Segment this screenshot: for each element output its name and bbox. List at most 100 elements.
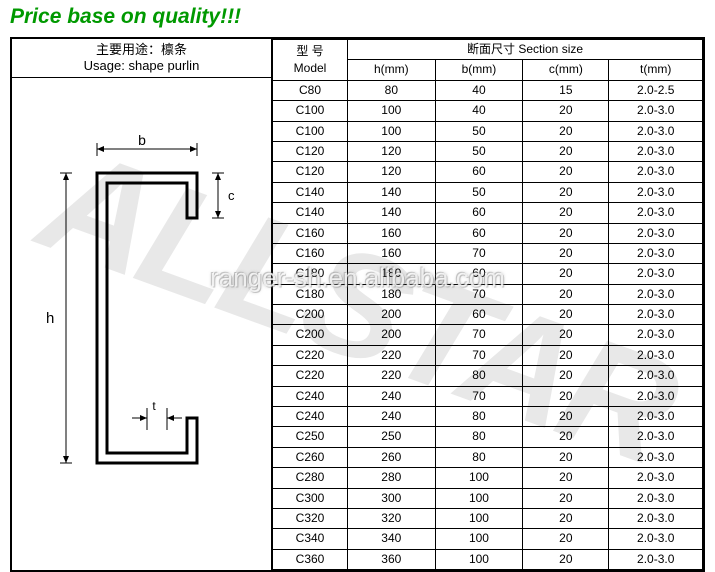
table-cell: 80: [435, 366, 523, 386]
table-cell: 80: [435, 447, 523, 467]
table-row: C22022080202.0-3.0: [273, 366, 703, 386]
table-cell: 2.0-3.0: [609, 325, 703, 345]
dim-b-label: b: [138, 132, 146, 148]
table-cell: C100: [273, 121, 348, 141]
usage-cn: 主要用途：檩条: [12, 42, 271, 58]
table-cell: 60: [435, 264, 523, 284]
table-cell: 20: [523, 182, 609, 202]
table-cell: 2.0-3.0: [609, 121, 703, 141]
purlin-diagram: b c h: [12, 78, 271, 570]
table-cell: 2.0-3.0: [609, 264, 703, 284]
table-row: C24024080202.0-3.0: [273, 407, 703, 427]
table-cell: C280: [273, 468, 348, 488]
table-cell: 140: [348, 182, 436, 202]
table-cell: 2.0-3.0: [609, 162, 703, 182]
table-cell: C200: [273, 325, 348, 345]
table-cell: C160: [273, 223, 348, 243]
table-cell: C140: [273, 203, 348, 223]
table-cell: 60: [435, 305, 523, 325]
table-cell: 2.0-2.5: [609, 80, 703, 100]
table-cell: 360: [348, 549, 436, 569]
table-cell: 40: [435, 80, 523, 100]
table-cell: C180: [273, 284, 348, 304]
table-cell: 80: [435, 427, 523, 447]
table-cell: C240: [273, 386, 348, 406]
table-cell: 20: [523, 407, 609, 427]
table-cell: 100: [435, 549, 523, 569]
table-row: C12012060202.0-3.0: [273, 162, 703, 182]
table-cell: 2.0-3.0: [609, 427, 703, 447]
table-cell: 20: [523, 325, 609, 345]
table-cell: C360: [273, 549, 348, 569]
table-cell: C220: [273, 345, 348, 365]
table-cell: 70: [435, 345, 523, 365]
table-cell: 20: [523, 162, 609, 182]
table-cell: 20: [523, 101, 609, 121]
table-cell: 20: [523, 508, 609, 528]
table-cell: 20: [523, 264, 609, 284]
table-cell: 120: [348, 141, 436, 161]
table-cell: C220: [273, 366, 348, 386]
table-cell: 2.0-3.0: [609, 508, 703, 528]
table-cell: 2.0-3.0: [609, 468, 703, 488]
th-c: c(mm): [523, 60, 609, 80]
table-cell: 2.0-3.0: [609, 141, 703, 161]
table-cell: 20: [523, 468, 609, 488]
table-cell: 70: [435, 386, 523, 406]
table-cell: 2.0-3.0: [609, 223, 703, 243]
table-row: C10010050202.0-3.0: [273, 121, 703, 141]
usage-header: 主要用途：檩条 Usage: shape purlin: [12, 39, 271, 78]
table-cell: 240: [348, 386, 436, 406]
th-model: 型 号 Model: [273, 40, 348, 81]
table-cell: 2.0-3.0: [609, 243, 703, 263]
table-cell: 20: [523, 223, 609, 243]
table-cell: 50: [435, 182, 523, 202]
table-cell: 300: [348, 488, 436, 508]
table-row: C14014060202.0-3.0: [273, 203, 703, 223]
table-cell: 320: [348, 508, 436, 528]
table-cell: C260: [273, 447, 348, 467]
table-row: C10010040202.0-3.0: [273, 101, 703, 121]
spec-container: ALLSTAR ranger-sh.en.alibaba.com 主要用途：檩条…: [10, 37, 705, 572]
table-row: C26026080202.0-3.0: [273, 447, 703, 467]
table-cell: 2.0-3.0: [609, 345, 703, 365]
table-cell: 20: [523, 121, 609, 141]
table-row: C12012050202.0-3.0: [273, 141, 703, 161]
table-cell: 20: [523, 345, 609, 365]
table-cell: 240: [348, 407, 436, 427]
table-row: C24024070202.0-3.0: [273, 386, 703, 406]
table-cell: 200: [348, 325, 436, 345]
table-row: C360360100202.0-3.0: [273, 549, 703, 569]
table-cell: C120: [273, 162, 348, 182]
table-cell: 20: [523, 243, 609, 263]
table-cell: 2.0-3.0: [609, 529, 703, 549]
table-cell: C120: [273, 141, 348, 161]
table-row: C808040152.0-2.5: [273, 80, 703, 100]
dim-c-label: c: [228, 188, 235, 203]
table-cell: 180: [348, 284, 436, 304]
table-cell: 50: [435, 121, 523, 141]
table-row: C320320100202.0-3.0: [273, 508, 703, 528]
table-cell: 20: [523, 488, 609, 508]
table-cell: 2.0-3.0: [609, 305, 703, 325]
table-cell: 70: [435, 243, 523, 263]
table-cell: 2.0-3.0: [609, 182, 703, 202]
table-body: C808040152.0-2.5C10010040202.0-3.0C10010…: [273, 80, 703, 569]
table-cell: C320: [273, 508, 348, 528]
table-row: C18018070202.0-3.0: [273, 284, 703, 304]
table-cell: 20: [523, 549, 609, 569]
table-cell: C240: [273, 407, 348, 427]
table-cell: C100: [273, 101, 348, 121]
table-cell: 120: [348, 162, 436, 182]
table-cell: C80: [273, 80, 348, 100]
table-cell: 80: [435, 407, 523, 427]
spec-table-wrap: 型 号 Model 断面尺寸 Section size h(mm) b(mm) …: [272, 39, 703, 570]
dim-t-label: t: [152, 399, 156, 413]
table-cell: 20: [523, 427, 609, 447]
table-cell: 220: [348, 345, 436, 365]
table-cell: 260: [348, 447, 436, 467]
table-row: C340340100202.0-3.0: [273, 529, 703, 549]
table-cell: 220: [348, 366, 436, 386]
dim-h-label: h: [46, 310, 54, 327]
table-cell: 160: [348, 223, 436, 243]
